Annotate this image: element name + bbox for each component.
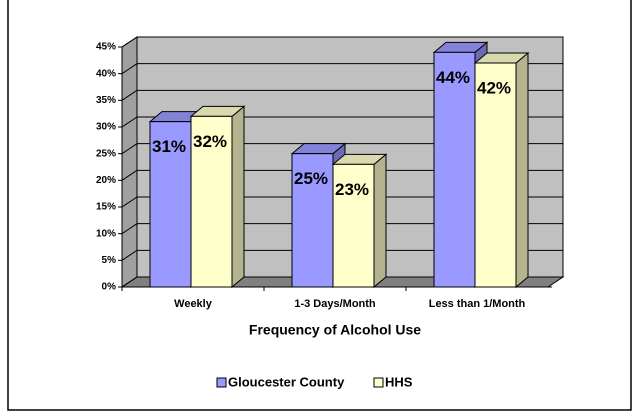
- bar: [332, 163, 375, 288]
- bar: [291, 153, 334, 288]
- y-tick-label: 45%: [96, 42, 116, 53]
- legend-swatch: [373, 377, 384, 388]
- grid-line: [121, 276, 563, 288]
- grid-line: [121, 169, 563, 181]
- grid-line: [121, 36, 563, 48]
- legend-label: Gloucester County: [228, 374, 345, 389]
- bar-side: [231, 105, 245, 289]
- y-tick-label: 10%: [96, 228, 116, 239]
- grid-line: [121, 196, 563, 208]
- data-label: 25%: [294, 169, 328, 188]
- x-axis-title: Frequency of Alcohol Use: [249, 322, 421, 338]
- data-label: 44%: [436, 68, 470, 87]
- x-tick-label: Less than 1/Month: [429, 298, 526, 310]
- grid-line: [121, 143, 563, 155]
- y-tick-label: 40%: [96, 68, 116, 79]
- y-tick-label: 0%: [102, 282, 117, 293]
- data-label: 31%: [152, 137, 186, 156]
- y-tick-label: 5%: [102, 255, 117, 266]
- y-tick-label: 25%: [96, 148, 116, 159]
- grid-line: [121, 116, 563, 128]
- legend-label: HHS: [385, 374, 413, 389]
- side-wall: [121, 36, 138, 288]
- bar: [433, 51, 476, 288]
- bar: [474, 62, 517, 288]
- bar: [190, 115, 233, 288]
- bar: [149, 121, 192, 288]
- bar-side: [515, 51, 529, 289]
- grid-line: [121, 249, 563, 261]
- data-label: 23%: [335, 180, 369, 199]
- x-tick-label: 1-3 Days/Month: [294, 298, 376, 310]
- y-tick-label: 30%: [96, 122, 116, 133]
- grid-line: [121, 89, 563, 101]
- legend-swatch: [216, 377, 227, 388]
- y-tick-label: 15%: [96, 202, 116, 213]
- x-tick-label: Weekly: [174, 298, 213, 310]
- y-tick-label: 20%: [96, 175, 116, 186]
- data-label: 32%: [193, 132, 227, 151]
- data-label: 42%: [477, 78, 511, 97]
- grid-line: [121, 63, 563, 75]
- grid-line: [121, 223, 563, 235]
- y-tick-label: 35%: [96, 95, 116, 106]
- bar-side: [373, 153, 387, 289]
